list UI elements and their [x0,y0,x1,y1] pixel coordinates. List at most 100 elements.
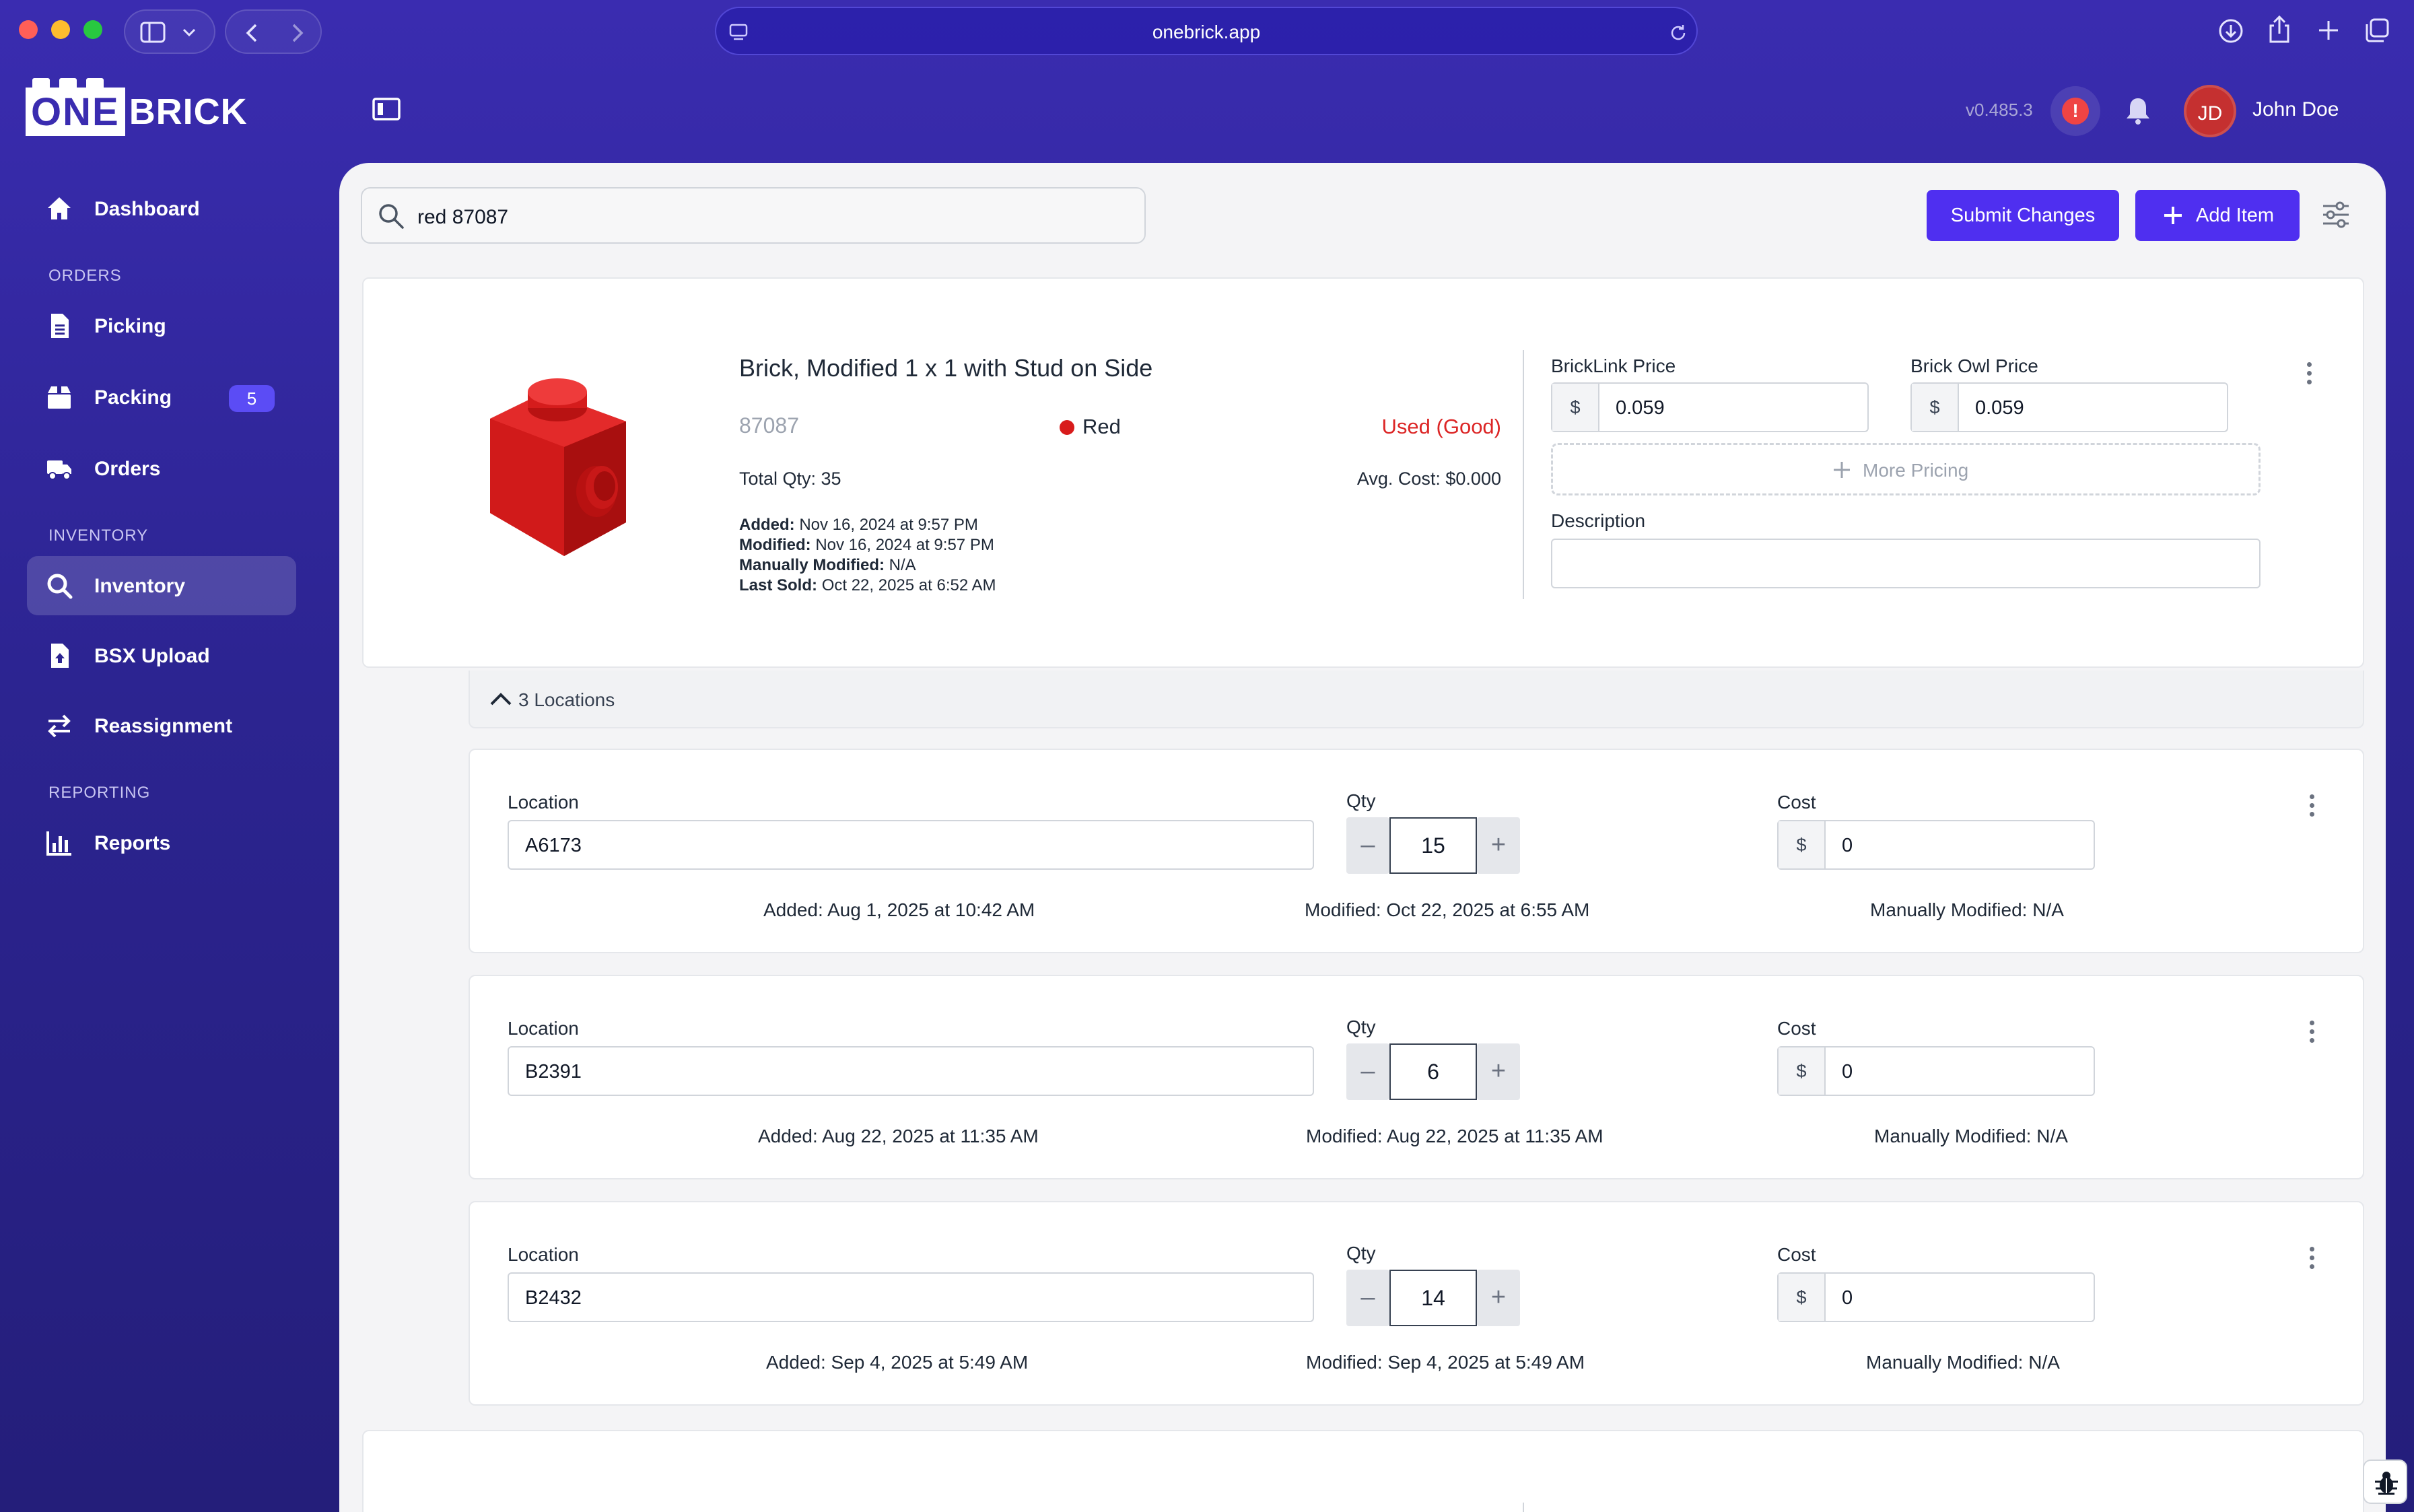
brickowl-price-value: 0.059 [1975,397,2024,419]
search-input[interactable]: red 87087 [361,187,1146,244]
bricklink-price-input[interactable]: $ 0.059 [1551,382,1869,432]
user-name[interactable]: John Doe [2252,98,2339,121]
location-card: Location B2432 Qty – 14 + Cost $ 0 Added… [469,1201,2364,1406]
sidebar-item-inventory[interactable]: Inventory [27,556,296,615]
location-more-menu[interactable] [2308,1247,2316,1273]
submit-changes-button[interactable]: Submit Changes [1927,190,2119,241]
main-panel: red 87087 Submit Changes Add Item Brick,… [339,163,2386,1512]
document-icon [51,314,69,338]
location-added: Added: Sep 4, 2025 at 5:49 AM [766,1352,1029,1373]
locations-count: 3 Locations [518,689,615,710]
item-added: Added: Nov 16, 2024 at 9:57 PM [739,516,978,534]
sidebar-item-reports[interactable]: Reports [27,813,296,872]
description-input[interactable] [1551,539,2261,588]
swap-arrows-icon [48,714,71,738]
location-card: Location A6173 Qty – 15 + Cost $ 0 Added… [469,749,2364,953]
quantity-stepper: – 6 + [1346,1043,1521,1100]
forward-arrow-icon[interactable] [289,23,306,43]
location-input[interactable]: A6173 [508,820,1314,870]
collapse-sidebar-icon[interactable] [372,97,401,121]
close-window-button[interactable] [19,20,38,39]
increment-button[interactable]: + [1477,817,1520,874]
item-card-divider [1523,350,1524,599]
sidebar-item-reassignment[interactable]: Reassignment [27,696,296,755]
new-tab-icon[interactable] [2317,19,2340,42]
add-item-label: Add Item [2196,205,2275,226]
cost-value: 0 [1842,1287,1853,1309]
zoom-window-button[interactable] [83,20,102,39]
location-more-menu[interactable] [2308,794,2316,821]
cost-input[interactable]: $ 0 [1777,1272,2095,1322]
qty-value[interactable]: 14 [1389,1270,1477,1326]
location-value: B2391 [525,1061,582,1083]
currency-prefix: $ [1779,1274,1826,1321]
alert-button[interactable]: ! [2050,86,2100,136]
location-input[interactable]: B2391 [508,1046,1314,1096]
url-text: onebrick.app [1152,22,1261,42]
location-more-menu[interactable] [2308,1021,2316,1047]
sidebar-item-bsx-upload[interactable]: BSX Upload [27,626,296,685]
tab-overview-icon[interactable] [2364,18,2390,43]
location-label: Location [508,792,579,813]
section-heading-reporting: REPORTING [48,784,151,802]
more-pricing-button[interactable]: More Pricing [1551,443,2261,495]
decrement-button[interactable]: – [1346,1043,1389,1100]
brickowl-price-input[interactable]: $ 0.059 [1910,382,2228,432]
cost-input[interactable]: $ 0 [1777,1046,2095,1096]
location-value: B2432 [525,1287,582,1309]
sidebar-item-orders[interactable]: Orders [27,439,296,498]
chevron-down-icon [182,28,196,37]
share-icon[interactable] [2267,15,2291,44]
qty-label: Qty [1346,1017,1376,1037]
increment-button[interactable]: + [1477,1043,1520,1100]
location-input[interactable]: B2432 [508,1272,1314,1322]
bricklink-price-label: BrickLink Price [1551,355,1676,376]
plus-icon [1834,462,1850,478]
onebrick-logo[interactable]: ONE BRICK [26,78,248,137]
bell-icon[interactable] [2125,96,2151,125]
part-number: 87087 [739,413,799,438]
qty-value[interactable]: 6 [1389,1043,1477,1100]
sidebar-item-picking[interactable]: Picking [27,296,296,355]
cost-input[interactable]: $ 0 [1777,820,2095,870]
filter-sliders-icon[interactable] [2321,201,2351,229]
address-bar[interactable]: onebrick.app [715,7,1698,55]
cost-value: 0 [1842,1061,1853,1083]
section-heading-inventory: INVENTORY [48,526,149,545]
item-more-menu[interactable] [2305,362,2313,388]
bricklink-price-value: 0.059 [1616,397,1665,419]
item-card: Brick, Modified 1 x 1 with Stud on Side … [362,277,2364,668]
page-icon [729,24,748,40]
download-icon[interactable] [2217,18,2244,44]
bug-icon [2375,1472,2398,1495]
location-value: A6173 [525,835,582,856]
minimize-window-button[interactable] [51,20,70,39]
decrement-button[interactable]: – [1346,817,1389,874]
avatar[interactable]: JD [2184,85,2236,137]
sidebar-item-label: Orders [94,458,161,480]
back-arrow-icon[interactable] [244,23,260,43]
sidebar-item-packing[interactable]: Packing 5 [27,368,296,427]
location-modified: Modified: Aug 22, 2025 at 11:35 AM [1306,1126,1603,1146]
add-item-button[interactable]: Add Item [2135,190,2300,241]
sidebar-item-label: Dashboard [94,198,200,220]
history-nav-group [225,9,322,54]
decrement-button[interactable]: – [1346,1270,1389,1326]
location-manually-modified: Manually Modified: N/A [1866,1352,2060,1373]
sidebar-toggle-button[interactable] [124,9,215,54]
box-icon [48,386,71,409]
qty-label: Qty [1346,790,1376,811]
more-pricing-label: More Pricing [1863,460,1969,481]
sidebar-item-dashboard[interactable]: Dashboard [27,179,296,238]
app-version: v0.485.3 [1966,100,2033,120]
qty-value[interactable]: 15 [1389,817,1477,874]
increment-button[interactable]: + [1477,1270,1520,1326]
bug-report-button[interactable] [2363,1459,2407,1504]
next-item-card-divider [1523,1503,1524,1512]
reload-icon[interactable] [1668,23,1688,43]
sidebar-item-label: Inventory [94,575,186,597]
sidebar-item-label: Packing [94,386,172,409]
locations-toggle[interactable]: 3 Locations [469,671,2364,728]
logo-brick: BRICK [129,92,248,132]
currency-prefix: $ [1552,384,1599,431]
